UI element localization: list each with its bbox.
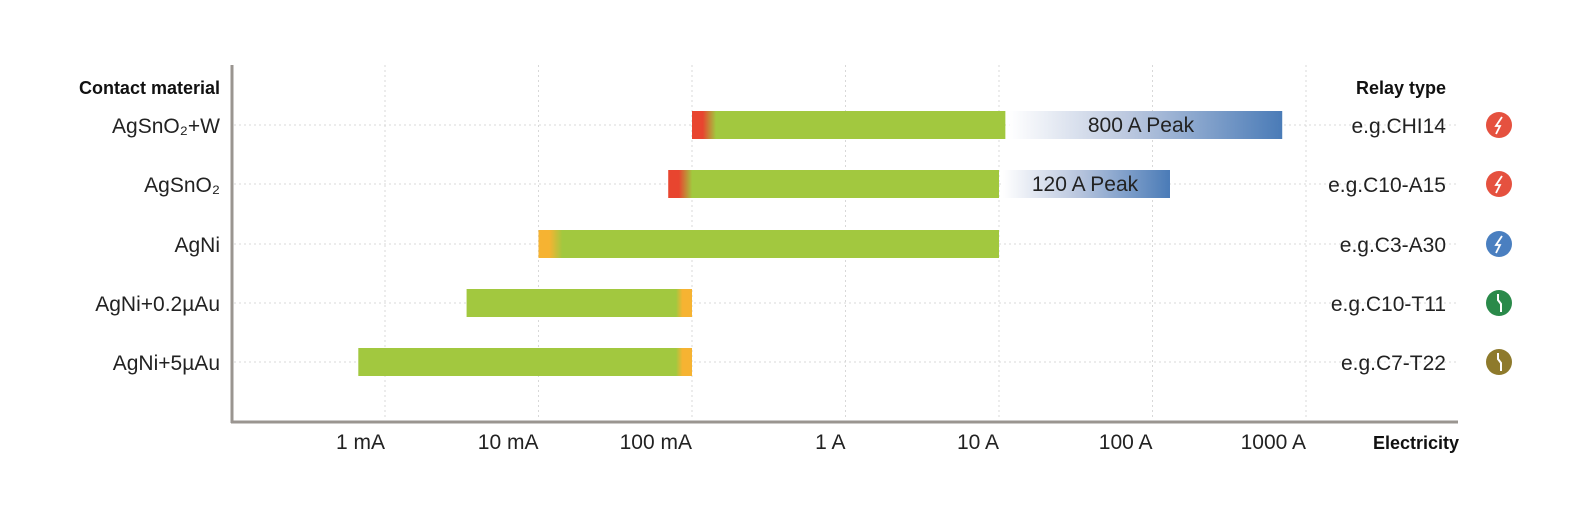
material-label: AgNi+5µAu (113, 352, 220, 375)
x-tick-label: 100 mA (620, 431, 692, 454)
relay-type-label: e.g.C10-T11 (1331, 293, 1446, 316)
peak-label: 800 A Peak (1088, 114, 1195, 137)
material-label: AgSnO₂+W (112, 115, 220, 138)
signal-icon (1486, 290, 1512, 316)
lightning-icon (1486, 112, 1512, 138)
material-label: AgNi (174, 234, 220, 257)
x-tick-label: 100 A (1099, 431, 1153, 454)
signal-icon (1486, 349, 1512, 375)
range-bar (358, 348, 692, 376)
range-bar (538, 230, 999, 258)
relay-type-label: e.g.C10-A15 (1328, 174, 1446, 197)
peak-bar (1009, 111, 1283, 139)
x-tick-label: 1 A (815, 431, 845, 454)
lightning-icon (1486, 231, 1512, 257)
range-bar (466, 289, 692, 317)
relay-type-label: e.g.C7-T22 (1341, 352, 1446, 375)
x-tick-label: 1 mA (336, 431, 385, 454)
peak-bar (1003, 170, 1170, 198)
material-label: AgSnO₂ (144, 174, 220, 197)
lightning-icon (1486, 171, 1512, 197)
x-axis-label: Electricity (1373, 433, 1459, 453)
x-tick-label: 1000 A (1241, 431, 1306, 454)
range-bar (692, 111, 1006, 139)
row-header: Contact material (79, 78, 220, 98)
range-bar (668, 170, 999, 198)
relay-type-label: e.g.CHI14 (1351, 115, 1446, 138)
material-label: AgNi+0.2µAu (95, 293, 220, 316)
relay-type-header: Relay type (1356, 78, 1446, 98)
x-tick-label: 10 A (957, 431, 999, 454)
x-tick-label: 10 mA (478, 431, 539, 454)
peak-label: 120 A Peak (1032, 173, 1139, 196)
relay-type-label: e.g.C3-A30 (1340, 234, 1446, 257)
